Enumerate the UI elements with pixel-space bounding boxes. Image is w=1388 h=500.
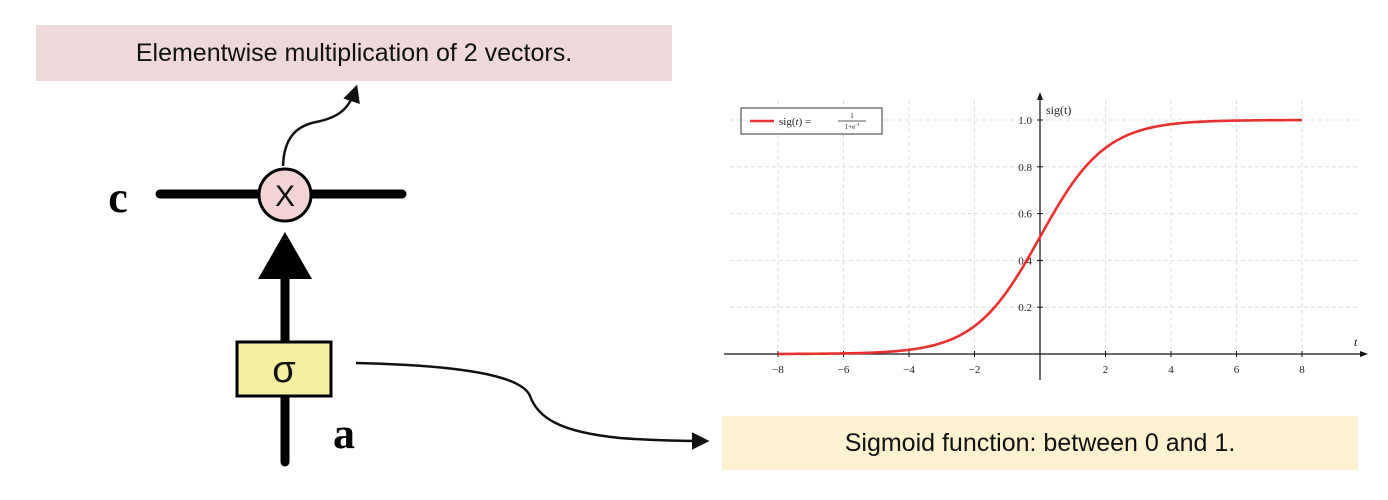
multiplication-callout: Elementwise multiplication of 2 vectors. bbox=[36, 25, 672, 81]
x-tick-label: 2 bbox=[1103, 364, 1109, 376]
multiply-node bbox=[257, 167, 313, 223]
sigma-symbol: σ bbox=[272, 349, 295, 391]
plot-grid bbox=[730, 100, 1358, 354]
plot-legend: sig(t) = 1 1+e−t bbox=[740, 107, 883, 135]
x-tick-label: 4 bbox=[1168, 364, 1174, 376]
y-tick-label: 0.2 bbox=[1018, 302, 1032, 314]
label-a: a bbox=[333, 409, 355, 458]
label-c: c bbox=[108, 173, 128, 222]
y-tick-label: 0.8 bbox=[1018, 162, 1032, 174]
multiplication-callout-text: Elementwise multiplication of 2 vectors. bbox=[135, 38, 573, 67]
plot-ticks: −8 −6 −4 −2 2 4 6 80.20.40.60.81.0 bbox=[772, 115, 1305, 376]
sigma-gate-box bbox=[235, 340, 333, 398]
sigmoid-curve bbox=[778, 118, 1302, 356]
x-tick-label: −8 bbox=[772, 364, 784, 376]
sigmoid-callout-text: Sigmoid function: between 0 and 1. bbox=[844, 428, 1236, 457]
y-axis-label: sig(t) bbox=[1046, 103, 1071, 117]
x-tick-label: −2 bbox=[969, 364, 981, 376]
x-tick-label: 8 bbox=[1299, 364, 1305, 376]
plot-axes bbox=[724, 92, 1368, 380]
y-tick-label: 1.0 bbox=[1018, 115, 1032, 127]
sigmoid-callout: Sigmoid function: between 0 and 1. bbox=[722, 416, 1358, 470]
legend-fraction-numerator: 1 bbox=[850, 112, 854, 120]
x-tick-label: 6 bbox=[1234, 364, 1240, 376]
legend-fraction-denominator: 1+e−t bbox=[845, 123, 860, 131]
sigmoid-connector-arrow bbox=[355, 361, 710, 450]
multiply-symbol: X bbox=[275, 180, 295, 213]
x-tick-label: −4 bbox=[903, 364, 915, 376]
x-axis-arrow-icon bbox=[1360, 351, 1368, 357]
x-tick-label: −6 bbox=[838, 364, 850, 376]
up-arrow-icon bbox=[258, 232, 312, 279]
multiply-connector-arrow bbox=[281, 84, 360, 167]
y-tick-label: 0.6 bbox=[1018, 209, 1032, 221]
legend-label: sig(t) = bbox=[779, 116, 811, 128]
x-axis-label: t bbox=[1354, 335, 1358, 349]
y-axis-arrow-icon bbox=[1037, 92, 1043, 100]
